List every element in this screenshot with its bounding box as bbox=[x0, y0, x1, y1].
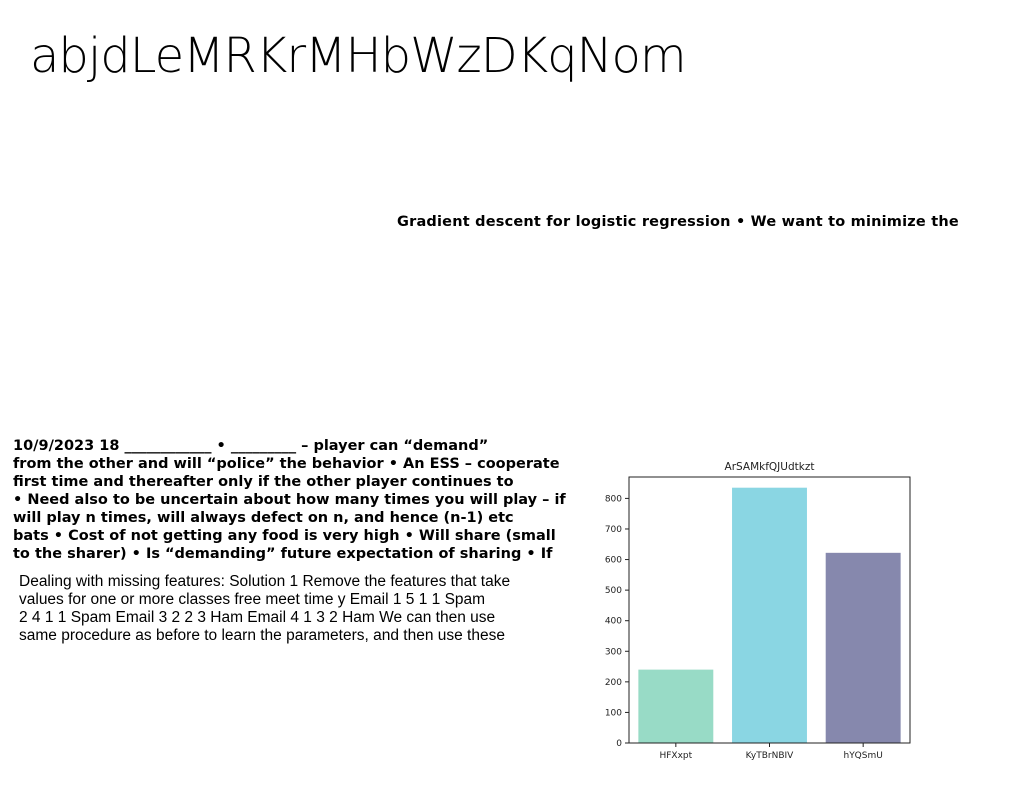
x-tick-label: hYQSmU bbox=[843, 751, 882, 761]
bar-chart: ArSAMkfQJUdtkzt HFXxpt KyTBrNBIV hYQSmU 0 100… bbox=[590, 455, 920, 765]
x-tick-label: KyTBrNBIV bbox=[746, 751, 795, 761]
notes-line: from the other and will “police” the beh… bbox=[13, 456, 560, 472]
x-tick-label: HFXxpt bbox=[659, 751, 692, 761]
paragraph-line: Dealing with missing features: Solution … bbox=[19, 573, 511, 590]
bar-chart-svg: ArSAMkfQJUdtkzt HFXxpt KyTBrNBIV hYQSmU 0 100… bbox=[605, 461, 911, 761]
plot-frame bbox=[628, 476, 911, 744]
paragraph-block: Dealing with missing features: Solution … bbox=[19, 573, 510, 645]
bar bbox=[638, 669, 714, 743]
notes-block: 10/9/2023 18 ____________ • _________ – … bbox=[13, 437, 566, 563]
y-tick-label: 400 bbox=[605, 617, 622, 627]
notes-line: • Need also to be uncertain about how ma… bbox=[13, 492, 566, 508]
notes-line: bats • Cost of not getting any food is v… bbox=[13, 528, 556, 544]
bar bbox=[825, 552, 901, 743]
notes-line: first time and thereafter only if the ot… bbox=[13, 474, 514, 490]
paragraph-line: values for one or more classes free meet… bbox=[19, 591, 486, 608]
y-tick-label: 100 bbox=[605, 708, 622, 718]
y-tick-label: 700 bbox=[605, 525, 622, 535]
page-title: abjdLeMRKrMHbWzDKqNom bbox=[30, 28, 687, 84]
y-tick-label: 500 bbox=[605, 586, 622, 596]
bar bbox=[732, 487, 807, 743]
paragraph-line: same procedure as before to learn the pa… bbox=[19, 627, 505, 644]
y-tick-label: 200 bbox=[605, 678, 622, 688]
paragraph-line: 2 4 1 1 Spam Email 3 2 2 3 Ham Email 4 1… bbox=[19, 609, 496, 626]
y-tick-label: 0 bbox=[616, 739, 622, 749]
y-tick-label: 600 bbox=[605, 556, 622, 566]
notes-line: to the sharer) • Is “demanding” future e… bbox=[13, 546, 553, 562]
y-tick-label: 800 bbox=[605, 494, 622, 504]
notes-line: 10/9/2023 18 ____________ • _________ – … bbox=[13, 438, 489, 454]
chart-title: ArSAMkfQJUdtkzt bbox=[725, 461, 815, 473]
notes-line: will play n times, will always defect on… bbox=[13, 510, 514, 526]
section-headline: Gradient descent for logistic regression… bbox=[397, 214, 959, 230]
y-tick-label: 300 bbox=[605, 647, 622, 657]
